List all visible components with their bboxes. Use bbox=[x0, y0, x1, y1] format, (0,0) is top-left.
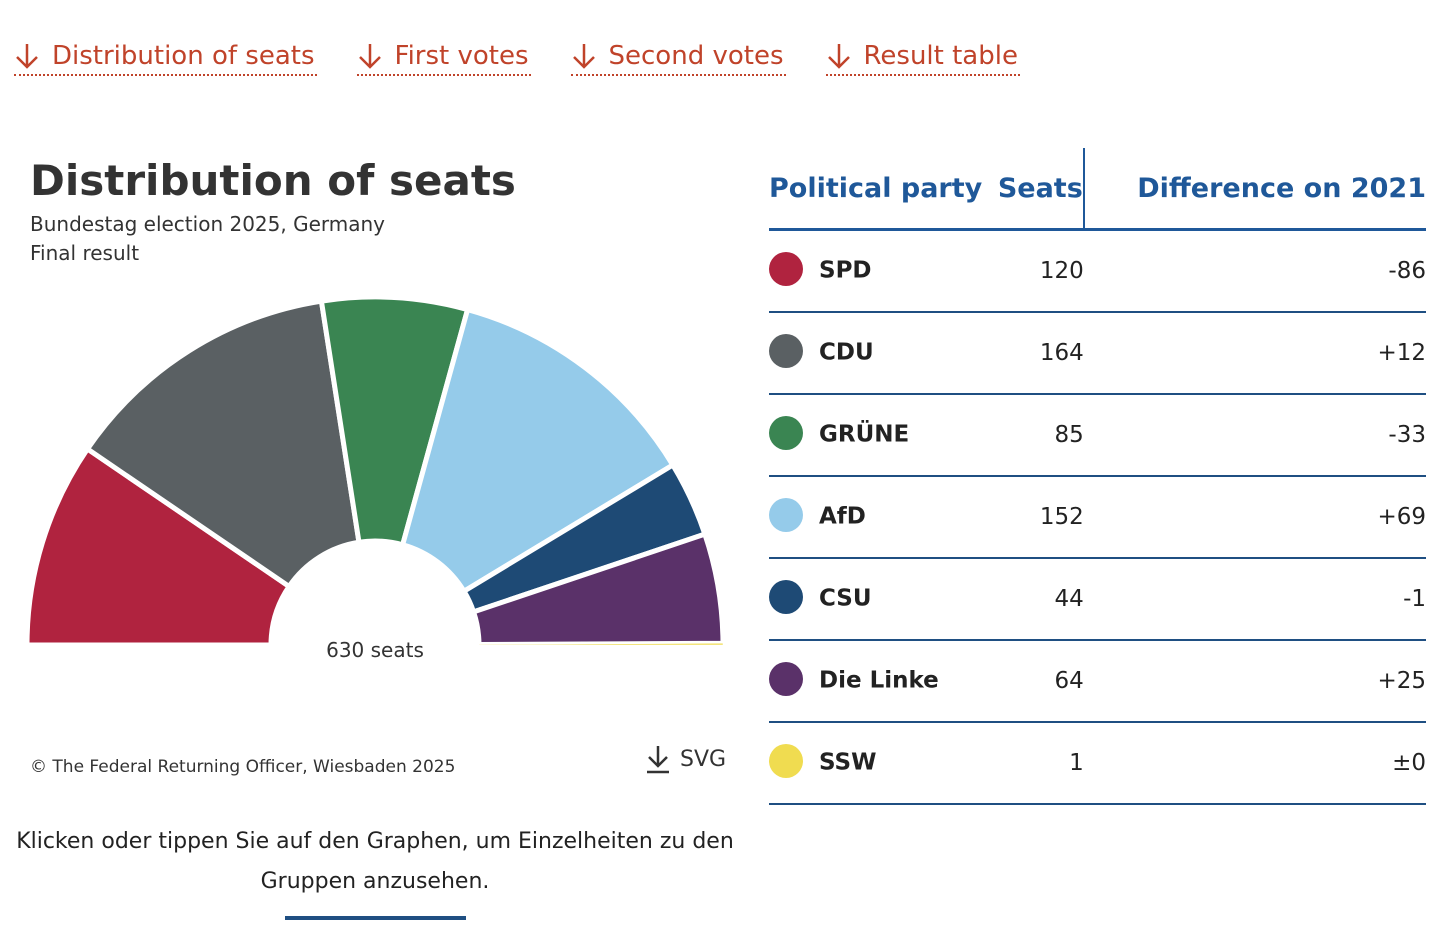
party-cell: GRÜNE bbox=[769, 394, 983, 477]
seats-cell: 120 bbox=[982, 229, 1084, 313]
slice-ssw[interactable] bbox=[478, 643, 724, 646]
chart-slices bbox=[24, 294, 726, 648]
chart-subtitle: Bundestag election 2025, Germany bbox=[30, 212, 386, 236]
nav-link-label: Second votes bbox=[608, 41, 784, 71]
nav-link-label: First votes bbox=[394, 41, 529, 71]
table-row: GRÜNE 85 -33 bbox=[769, 394, 1426, 477]
party-color-dot bbox=[769, 580, 803, 614]
arrow-down-icon bbox=[16, 44, 38, 69]
difference-cell: ±0 bbox=[1083, 722, 1426, 805]
table-row: CDU 164 +12 bbox=[769, 312, 1426, 395]
download-icon bbox=[647, 746, 669, 774]
difference-cell: -33 bbox=[1083, 394, 1426, 477]
chart-title: Distribution of seats bbox=[30, 156, 516, 205]
party-color-dot bbox=[769, 498, 803, 532]
copyright-note: © The Federal Returning Officer, Wiesbad… bbox=[30, 757, 456, 777]
difference-cell: +69 bbox=[1083, 476, 1426, 559]
nav-link-distribution-of-seats[interactable]: Distribution of seats bbox=[14, 38, 317, 76]
chart-hint: Klicken oder tippen Sie auf den Graphen,… bbox=[16, 829, 734, 894]
nav-link-first-votes[interactable]: First votes bbox=[356, 38, 531, 76]
party-cell: CSU bbox=[769, 558, 983, 641]
header-political-party: Political party bbox=[769, 148, 983, 231]
section-nav: Distribution of seats First votes Second… bbox=[14, 38, 1060, 76]
header-seats: Seats bbox=[982, 148, 1085, 231]
arrow-down-icon bbox=[827, 44, 850, 69]
seats-cell: 1 bbox=[982, 722, 1084, 805]
results-table: Political party Seats Difference on 2021… bbox=[769, 148, 1426, 805]
table-row: CSU 44 -1 bbox=[769, 558, 1426, 641]
difference-cell: -1 bbox=[1083, 558, 1426, 641]
table-row: AfD 152 +69 bbox=[769, 476, 1426, 559]
party-color-dot bbox=[769, 662, 803, 696]
difference-cell: -86 bbox=[1083, 229, 1426, 313]
seat-distribution-chart[interactable]: 630 seats bbox=[0, 280, 750, 680]
seats-cell: 44 bbox=[982, 558, 1084, 641]
slice-afd[interactable] bbox=[400, 307, 676, 594]
seats-cell: 85 bbox=[982, 394, 1084, 477]
party-cell: SSW bbox=[769, 722, 983, 805]
party-cell: AfD bbox=[769, 476, 983, 559]
party-name: Die Linke bbox=[819, 667, 939, 694]
seats-cell: 152 bbox=[982, 476, 1084, 559]
table-row: SSW 1 ±0 bbox=[769, 722, 1426, 805]
chart-subtitle-status: Final result bbox=[30, 241, 140, 265]
table-header-row: Political party Seats Difference on 2021 bbox=[769, 148, 1426, 231]
table-row: SPD 120 -86 bbox=[769, 229, 1426, 313]
slice-cdu[interactable] bbox=[84, 298, 362, 589]
party-name: CSU bbox=[819, 585, 872, 612]
nav-link-result-table[interactable]: Result table bbox=[825, 38, 1020, 76]
party-name: SSW bbox=[819, 749, 877, 776]
party-color-dot bbox=[769, 416, 803, 450]
total-seats-label: 630 seats bbox=[326, 638, 424, 662]
slice-spd[interactable] bbox=[24, 446, 292, 648]
arrow-down-icon bbox=[358, 44, 381, 69]
nav-link-label: Result table bbox=[863, 41, 1018, 71]
party-name: GRÜNE bbox=[819, 421, 910, 448]
difference-cell: +25 bbox=[1083, 640, 1426, 723]
nav-link-label: Distribution of seats bbox=[52, 41, 315, 71]
party-name: CDU bbox=[819, 339, 874, 366]
party-cell: SPD bbox=[769, 229, 983, 313]
table-row: Die Linke 64 +25 bbox=[769, 640, 1426, 723]
arrow-down-icon bbox=[572, 44, 595, 69]
party-cell: Die Linke bbox=[769, 640, 983, 723]
header-difference: Difference on 2021 bbox=[1083, 148, 1426, 231]
nav-link-second-votes[interactable]: Second votes bbox=[570, 38, 786, 76]
party-color-dot bbox=[769, 334, 803, 368]
party-name: AfD bbox=[819, 503, 866, 530]
party-color-dot bbox=[769, 744, 803, 778]
hint-underline bbox=[285, 916, 466, 920]
party-cell: CDU bbox=[769, 312, 983, 395]
seats-cell: 64 bbox=[982, 640, 1084, 723]
difference-cell: +12 bbox=[1083, 312, 1426, 395]
party-color-dot bbox=[769, 252, 803, 286]
svg-download-button[interactable]: SVG bbox=[644, 744, 726, 774]
svg-download-label: SVG bbox=[680, 746, 727, 772]
party-name: SPD bbox=[819, 257, 872, 284]
seats-cell: 164 bbox=[982, 312, 1084, 395]
